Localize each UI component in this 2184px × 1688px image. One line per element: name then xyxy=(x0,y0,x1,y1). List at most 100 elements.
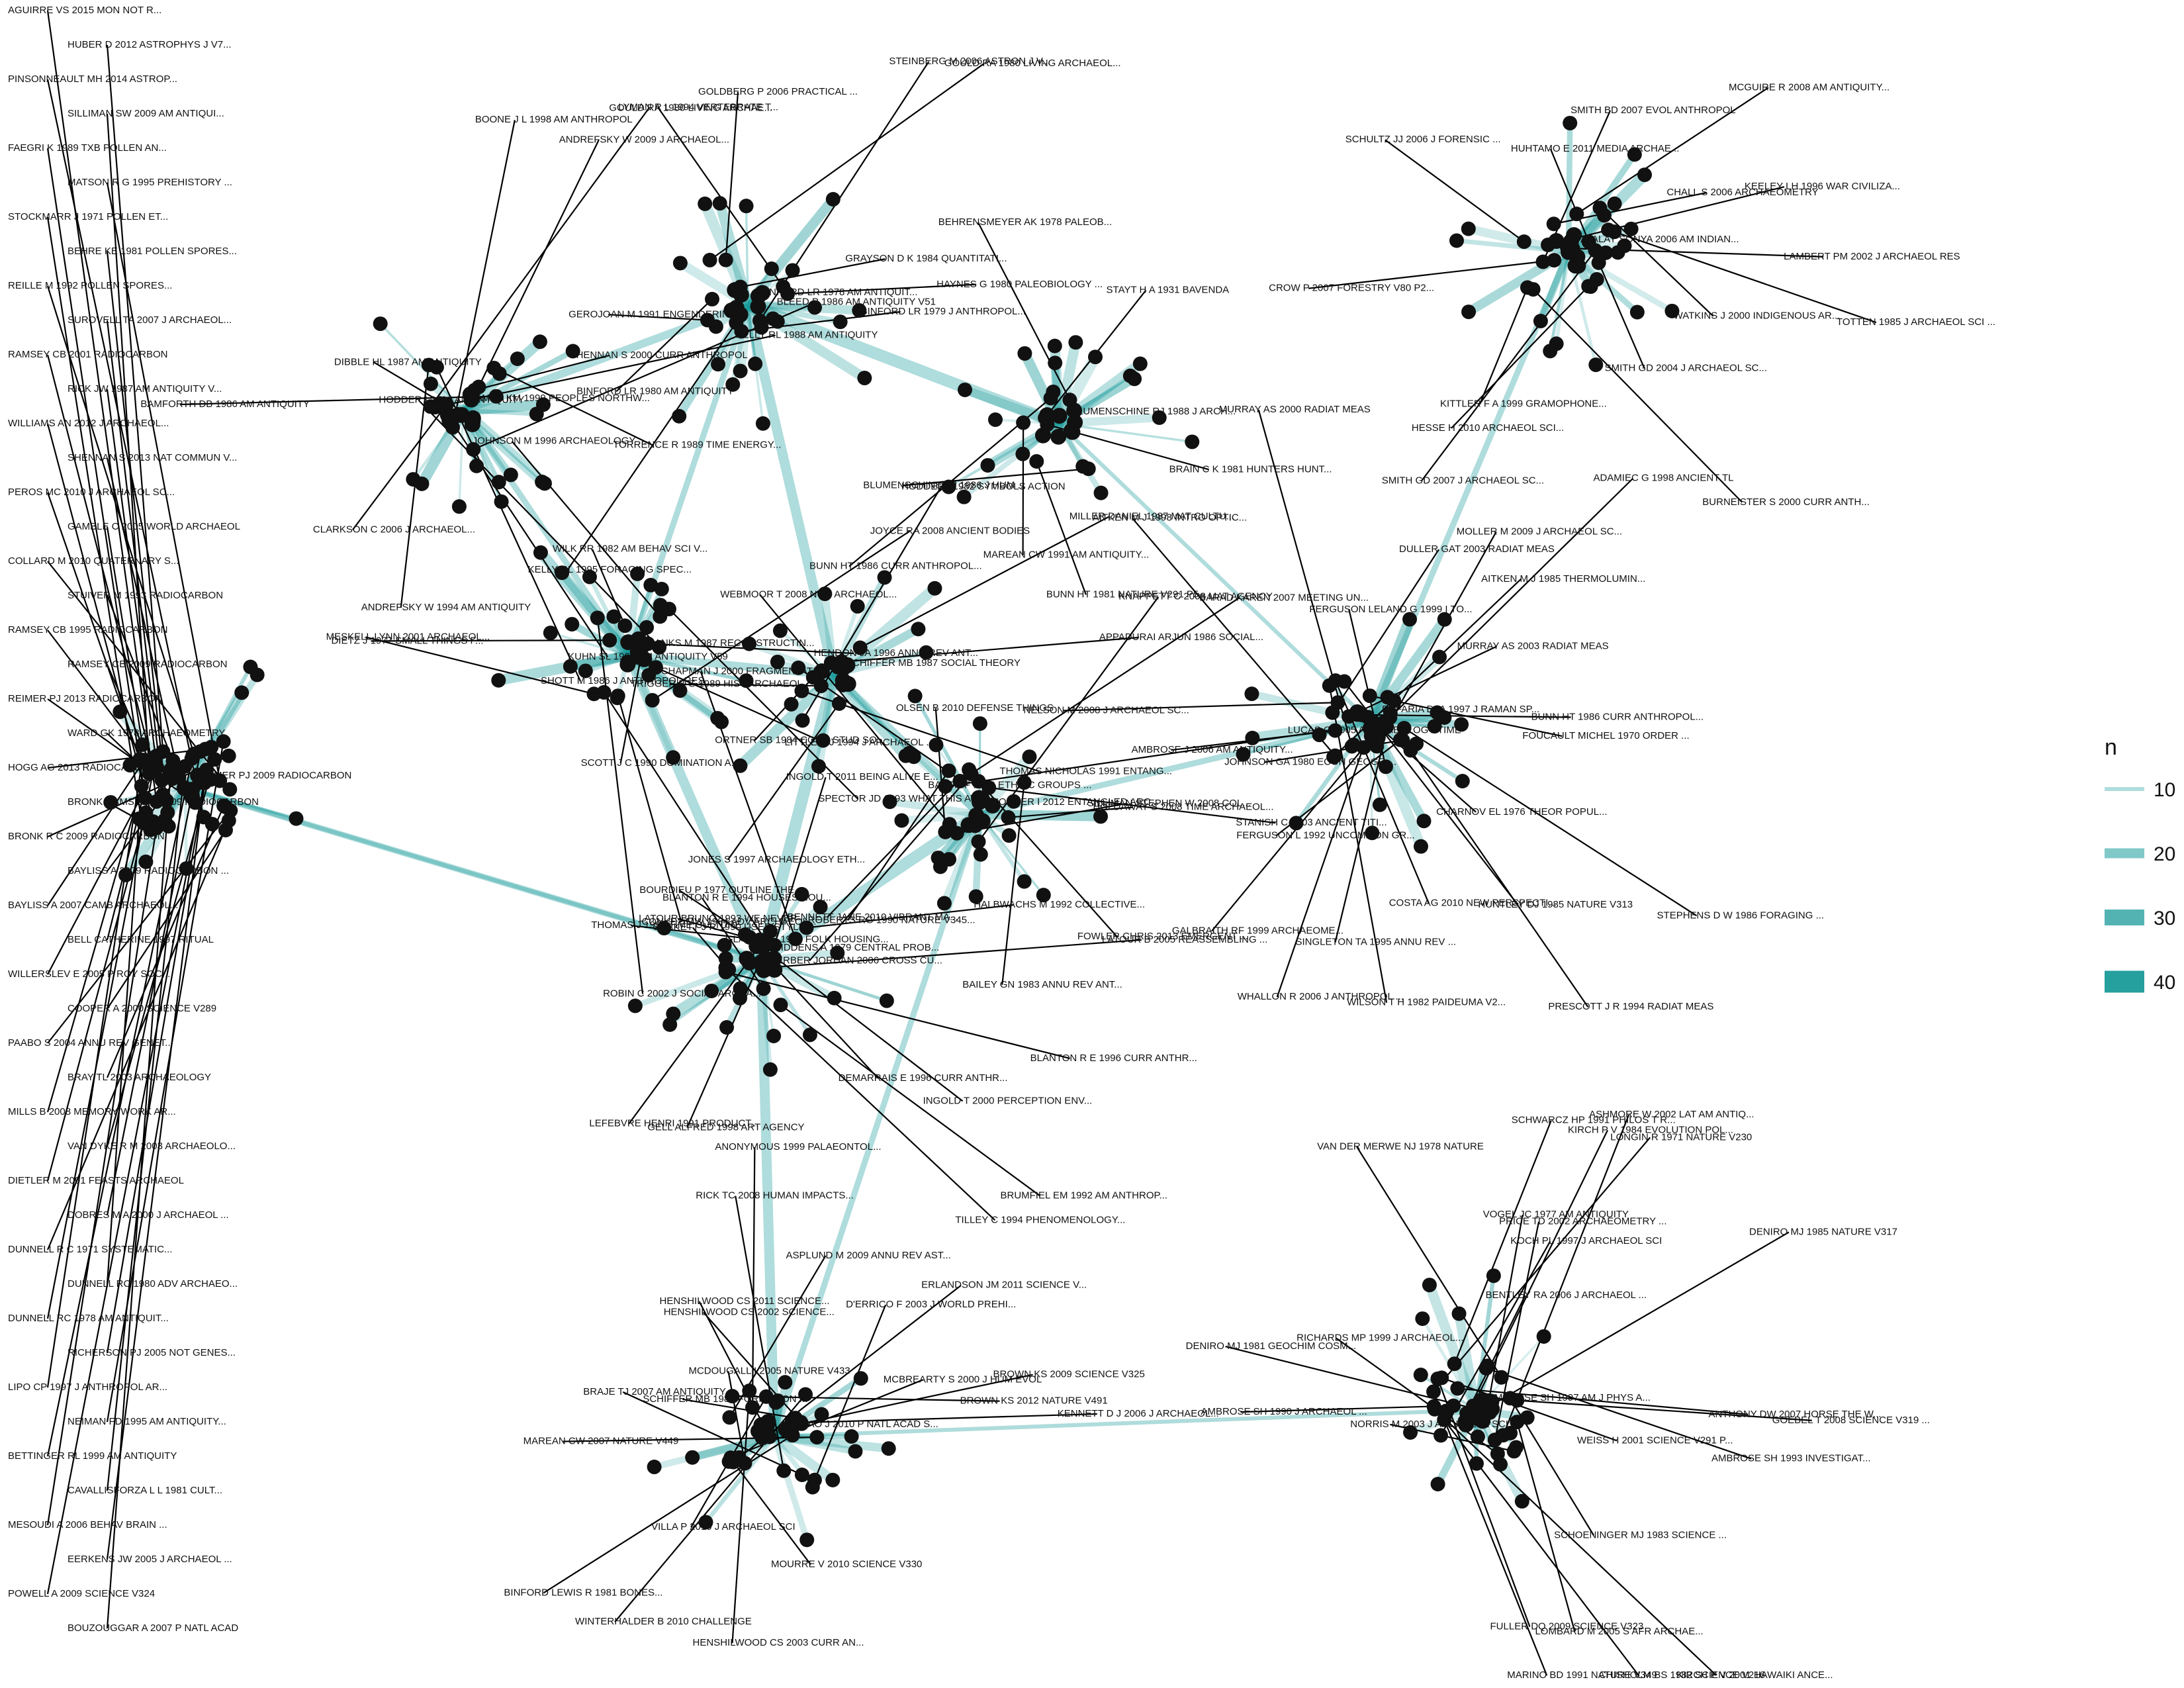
reference-node xyxy=(135,737,150,752)
network-node xyxy=(1017,874,1032,889)
network-node xyxy=(894,813,909,828)
reference-label: EERKENS JW 2005 J ARCHAEOL ... xyxy=(68,1554,232,1565)
network-node xyxy=(1451,1306,1467,1321)
network-node xyxy=(1470,1429,1485,1444)
reference-label: SCOTT J C 1990 DOMINATION A... xyxy=(581,757,740,769)
label-leader-line xyxy=(46,10,158,802)
reference-label: BOUZOUGGAR A 2007 P NATL ACAD xyxy=(68,1622,238,1634)
network-node xyxy=(882,794,897,810)
label-leader-line xyxy=(106,320,164,795)
network-node xyxy=(555,565,570,581)
network-node xyxy=(973,847,988,862)
reference-node xyxy=(1510,1415,1525,1430)
network-node xyxy=(491,673,506,688)
reference-node xyxy=(1437,1412,1452,1427)
reference-node xyxy=(177,759,193,774)
reference-node xyxy=(949,825,964,841)
network-node xyxy=(911,622,926,637)
reference-node xyxy=(1383,706,1398,721)
reference-label: SPECTOR JD 1993 WHAT THIS AWL xyxy=(818,793,985,804)
network-node xyxy=(848,1444,863,1459)
network-node xyxy=(1629,305,1645,320)
network-node xyxy=(1427,719,1442,734)
reference-node xyxy=(941,763,956,778)
label-leader-line xyxy=(1420,250,1596,482)
network-node xyxy=(817,586,833,602)
reference-label: BRAY TL 2003 ARCHAEOLOGY xyxy=(68,1072,211,1083)
label-leader-line xyxy=(46,762,143,1388)
network-node xyxy=(802,1027,817,1043)
network-node xyxy=(931,850,946,865)
reference-node xyxy=(207,752,222,767)
hub-edge xyxy=(743,303,839,677)
reference-node xyxy=(737,1456,752,1471)
label-leader-line xyxy=(1614,231,1877,324)
label-leader-line xyxy=(740,258,886,288)
reference-label: INGOLD T 2000 PERCEPTION ENV... xyxy=(923,1095,1093,1106)
label-leader-line xyxy=(418,399,660,648)
label-leader-line xyxy=(788,283,977,295)
reference-label: HENSHILWOOD CS 2003 CURR AN... xyxy=(693,1637,864,1648)
network-node xyxy=(827,990,842,1006)
reference-label: MAREAN CW 2007 NATURE V449 xyxy=(523,1436,679,1447)
reference-label: BARTH F 1969 ETHNIC GROUPS ... xyxy=(928,780,1091,791)
network-node xyxy=(1461,305,1477,320)
label-leader-line xyxy=(106,769,172,1629)
reference-label: LIPO CP 1997 J ANTHROPOL AR... xyxy=(8,1382,167,1393)
reference-label: KERBER JORDAN 2006 CROSS CU... xyxy=(770,955,942,966)
network-node xyxy=(919,645,934,660)
label-leader-line xyxy=(615,299,713,393)
reference-node xyxy=(1427,1401,1442,1417)
network-node xyxy=(1461,221,1476,236)
reference-label: AMBROSE SH 1993 INVESTIGAT... xyxy=(1711,1453,1871,1464)
hub-node-dot xyxy=(839,657,856,673)
network-node xyxy=(1637,167,1653,183)
label-leader-line xyxy=(668,608,859,800)
reference-label: DULLER GAT 2003 RADIAT MEAS xyxy=(1399,543,1555,555)
label-leader-line xyxy=(106,766,186,1491)
reference-node xyxy=(1001,810,1016,825)
network-node xyxy=(1563,115,1578,130)
reference-label: GOULD RA 1980 LIVING ARCHAEOL... xyxy=(944,58,1121,69)
reference-node xyxy=(596,684,612,700)
reference-label: GEROJOAN M 1991 ENGENDERIN... xyxy=(569,308,737,320)
network-node xyxy=(118,867,134,882)
reference-node xyxy=(466,414,481,429)
reference-label: BROWN KS 2012 NATURE V491 xyxy=(960,1395,1108,1407)
reference-node xyxy=(938,824,953,839)
reference-label: ORTNER SB 1984 COMP STUD SO... xyxy=(715,735,885,746)
label-leader-line xyxy=(365,636,594,695)
network-node xyxy=(533,545,548,560)
reference-label: SCHIFFER MB 1987 FORMATION ... xyxy=(643,1393,807,1405)
reference-label: FULLER DQ 2009 SCIENCE V323 xyxy=(1490,1620,1644,1632)
network-node xyxy=(711,357,726,372)
reference-node xyxy=(704,291,719,306)
reference-node xyxy=(795,713,810,728)
label-leader-line xyxy=(1549,148,1590,242)
reference-label: BRONK R C 2009 RADIOCARBON xyxy=(8,831,165,842)
reference-label: KENNETT D J 2006 J ARCHAEOL... xyxy=(1058,1408,1219,1419)
reference-label: ANDREFSKY W 2009 J ARCHAEOL... xyxy=(559,134,729,146)
reference-node xyxy=(752,932,768,947)
label-leader-line xyxy=(655,667,825,743)
hub-label: SCHIFFER MB 1987 SOCIAL THEORY xyxy=(846,657,1021,669)
reference-label: LATOUR BRUNO 1993 WE NEVER ... xyxy=(639,913,808,924)
network-node xyxy=(563,659,578,674)
reference-label: BAMFORTH DB 1986 AM ANTIQUITY xyxy=(140,399,310,410)
network-node xyxy=(698,1515,713,1530)
reference-node xyxy=(1029,453,1044,469)
network-node xyxy=(1088,350,1103,365)
reference-node xyxy=(1016,415,1031,430)
reference-node xyxy=(590,610,605,626)
reference-label: BINFORD LR 1980 AM ANTIQUITY xyxy=(576,385,734,397)
reference-node xyxy=(1038,410,1053,426)
reference-label: BUNN HT 1981 NATURE V291 P5... xyxy=(1046,588,1207,600)
reference-node xyxy=(1541,237,1556,252)
reference-label: TRIGGER B G 1989 HIST ARCHAEOL xyxy=(631,679,803,690)
label-leader-line xyxy=(47,748,206,769)
reference-node xyxy=(1465,1398,1480,1413)
reference-label: MCDOUGALL I 2005 NATURE V433 xyxy=(688,1365,850,1376)
network-node xyxy=(968,889,983,904)
network-node xyxy=(825,1472,841,1487)
